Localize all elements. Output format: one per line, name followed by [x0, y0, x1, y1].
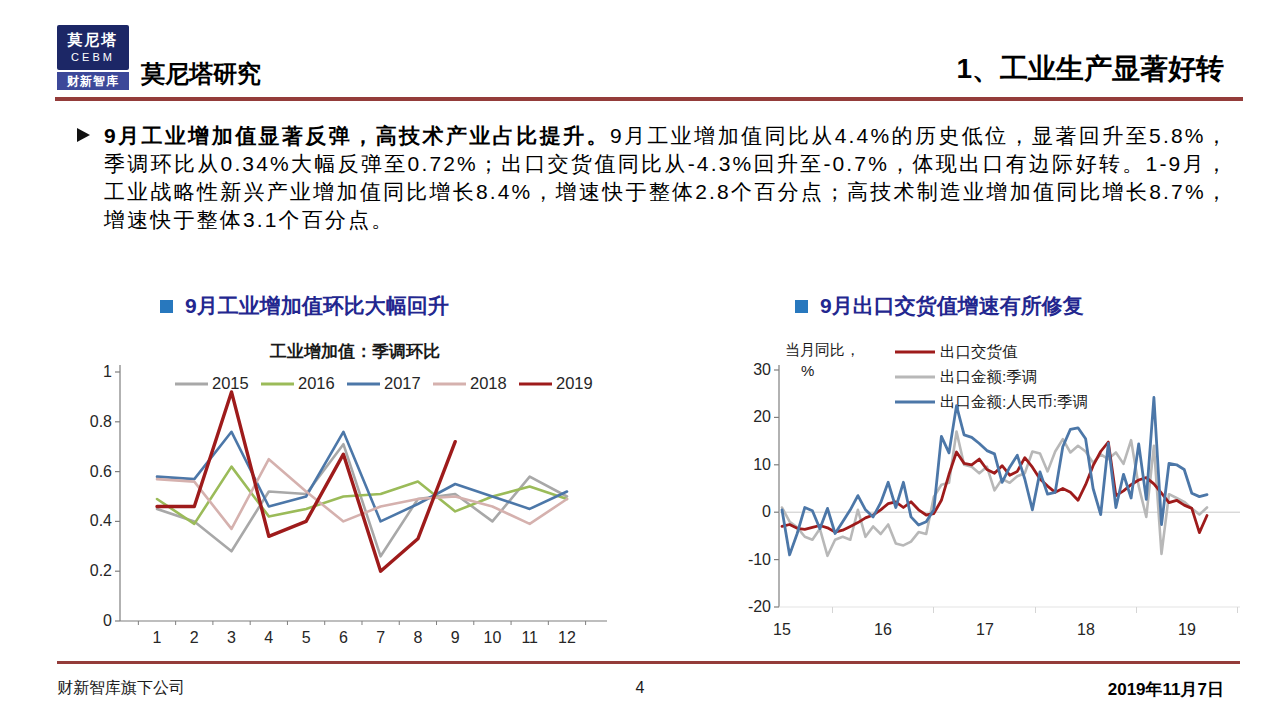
x-tick-label: 6: [339, 629, 348, 646]
x-tick-label: 15: [773, 621, 791, 638]
x-tick-label: 17: [976, 621, 994, 638]
legend-label: 2019: [556, 374, 593, 392]
x-tick-label: 7: [376, 629, 385, 646]
x-tick-label: 2: [190, 629, 199, 646]
logo-strip-text: 财新智库: [57, 72, 129, 90]
footer-date: 2019年11月7日: [824, 678, 1224, 701]
x-tick-label: 18: [1077, 621, 1095, 638]
blue-square-icon: [795, 300, 808, 313]
series-2019: [157, 392, 455, 571]
x-tick-label: 8: [413, 629, 422, 646]
blue-square-icon: [160, 300, 173, 313]
legend-label: 2016: [298, 374, 335, 392]
legend-label: 出口金额:季调: [940, 368, 1037, 385]
footer-rule: [57, 661, 1240, 664]
brand-name: 莫尼塔研究: [141, 58, 261, 90]
x-tick-label: 9: [451, 629, 460, 646]
series-出口金额:季调: [782, 432, 1207, 556]
y-tick-label: 1: [103, 363, 112, 380]
x-tick-label: 19: [1178, 621, 1196, 638]
section-heading-left: 9月工业增加值环比大幅回升: [160, 292, 449, 320]
x-tick-label: 1: [153, 629, 162, 646]
logo-cn-text: 莫尼塔: [57, 31, 129, 50]
y-tick-label: 0.6: [90, 463, 112, 480]
y-axis-title: 当月同比，: [785, 341, 860, 358]
svg-text:%: %: [801, 362, 814, 379]
y-tick-label: 30: [753, 361, 771, 378]
y-tick-label: 10: [753, 456, 771, 473]
y-tick-label: -20: [748, 598, 771, 615]
y-tick-label: 0: [762, 503, 771, 520]
series-出口金额:人民币:季调: [782, 398, 1207, 555]
x-tick-label: 11: [521, 629, 538, 646]
legend-label: 2017: [384, 374, 421, 392]
y-tick-label: 0: [103, 612, 112, 629]
x-tick-label: 5: [302, 629, 311, 646]
bullet-arrow-icon: ➢: [77, 128, 90, 142]
legend-label: 2018: [470, 374, 507, 392]
x-tick-label: 3: [227, 629, 236, 646]
key-point-paragraph: ➢ 9月工业增加值显著反弹，高技术产业占比提升。9月工业增加值同比从4.4%的历…: [104, 122, 1229, 234]
section-heading-right-text: 9月出口交货值增速有所修复: [820, 294, 1084, 317]
legend-label: 2015: [212, 374, 249, 392]
section-heading-left-text: 9月工业增加值环比大幅回升: [185, 294, 449, 317]
left-chart-title: 工业增加值：季调环比: [269, 342, 440, 361]
chart-industrial-value-added: 工业增加值：季调环比 2015 2016 2017 2018 2019 0 0.2 0.4 0.6…: [85, 335, 645, 655]
x-tick-label: 4: [264, 629, 273, 646]
header-rule: [55, 97, 1243, 101]
chart-export-delivery: 30 20 10 0 -10 -2015 16 17 18 19 当月同比，% 出口交货值出口金额:季…: [735, 335, 1280, 655]
x-tick-label: 16: [874, 621, 892, 638]
legend-label: 出口交货值: [940, 343, 1018, 360]
y-tick-label: 20: [753, 408, 771, 425]
brand-logo: 莫尼塔 CEBM 财新智库: [57, 25, 129, 90]
logo-top-box: 莫尼塔 CEBM: [57, 25, 129, 70]
y-tick-label: 0.2: [90, 562, 112, 579]
y-tick-label: -10: [748, 551, 771, 568]
slide-title: 1、工业生产显著好转: [624, 50, 1224, 88]
y-tick-label: 0.8: [90, 413, 112, 430]
legend-label: 出口金额:人民币:季调: [940, 393, 1088, 410]
paragraph-lead: 9月工业增加值显著反弹，高技术产业占比提升。: [104, 124, 610, 147]
section-heading-right: 9月出口交货值增速有所修复: [795, 292, 1084, 320]
y-tick-label: 0.4: [90, 512, 112, 529]
x-tick-label: 12: [558, 629, 576, 646]
logo-en-text: CEBM: [57, 51, 129, 63]
x-tick-label: 10: [484, 629, 502, 646]
